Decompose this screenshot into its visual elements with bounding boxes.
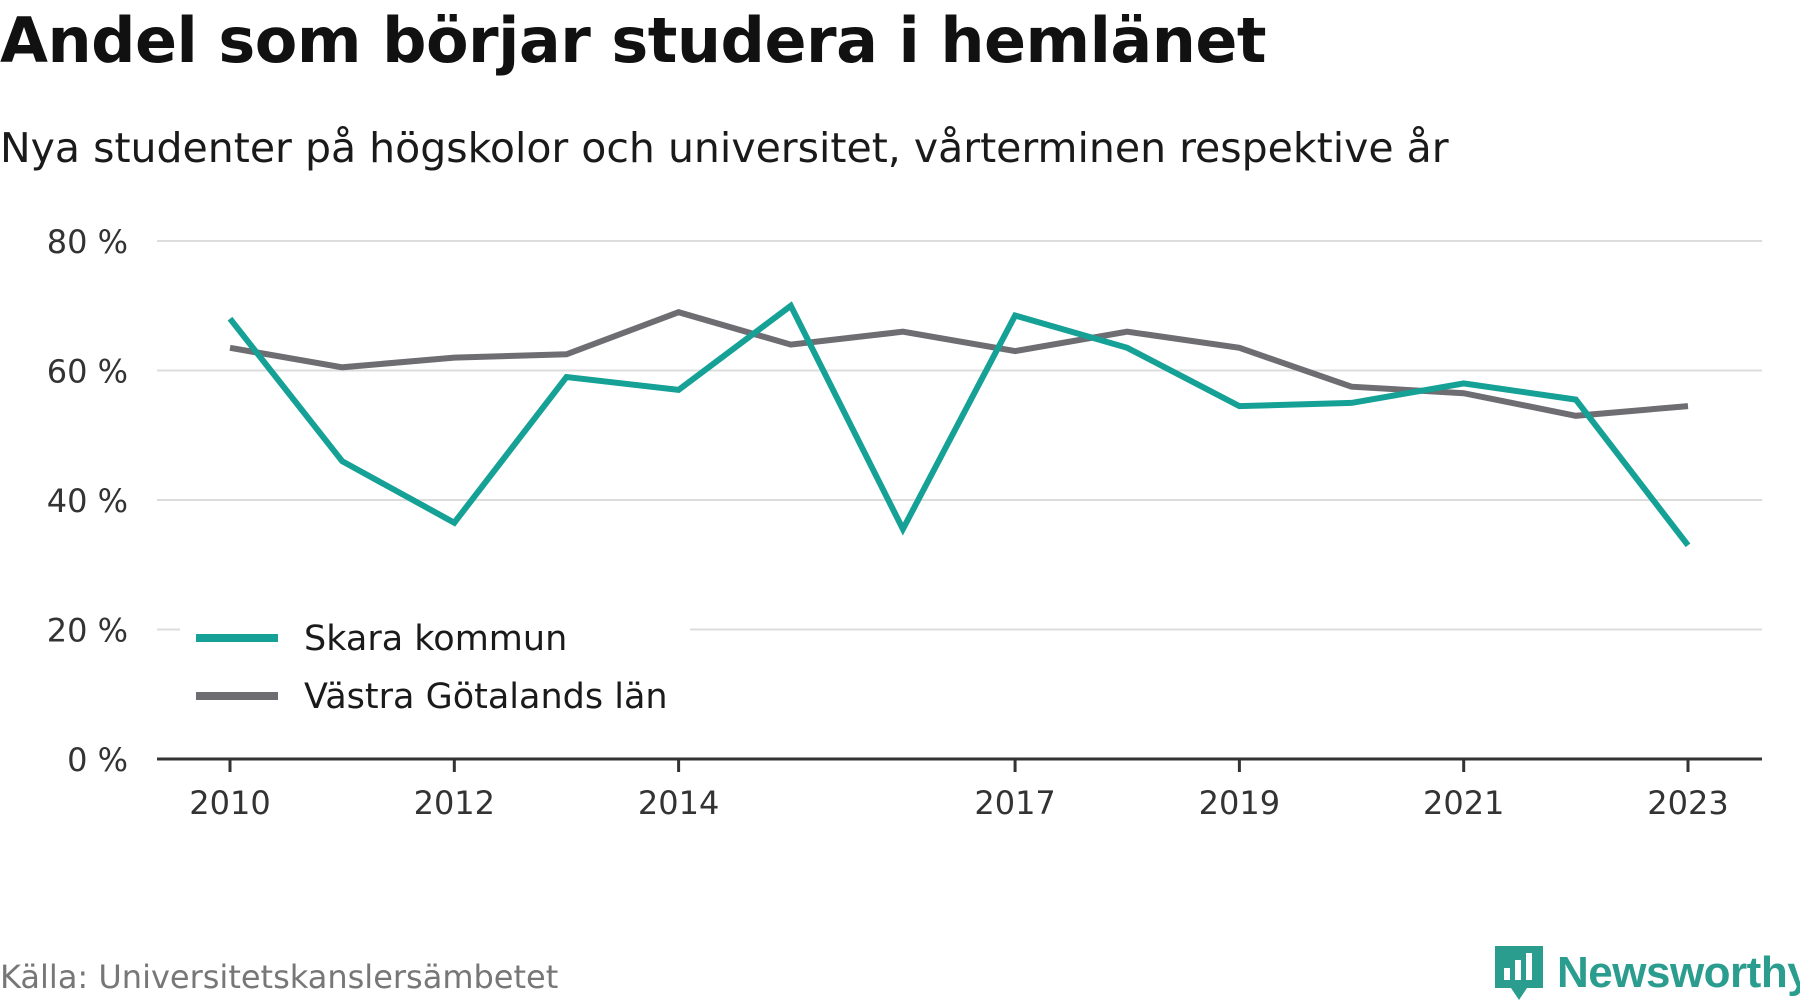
series-lines bbox=[227, 301, 1691, 548]
gridlines bbox=[157, 240, 1762, 631]
legend-label: Skara kommun bbox=[304, 619, 567, 659]
line-chart: 0 % 20 % 40 % 60 % 80 % 2010 2012 2014 2017 2019… bbox=[47, 223, 1762, 822]
x-tick-label: 2019 bbox=[1199, 784, 1280, 822]
y-tick-label: 0 % bbox=[67, 741, 128, 779]
x-tick-label: 2014 bbox=[638, 784, 719, 822]
chart-subtitle: Nya studenter på högskolor och universit… bbox=[0, 124, 1449, 172]
y-tick-label: 40 % bbox=[47, 482, 128, 520]
y-tick-label: 60 % bbox=[47, 353, 128, 391]
newsworthy-logo-icon bbox=[1495, 946, 1543, 1000]
x-tick-label: 2023 bbox=[1647, 784, 1728, 822]
legend: Skara kommun Västra Götalands län bbox=[180, 598, 690, 717]
brand-logo[interactable]: Newsworthy bbox=[1493, 944, 1800, 1002]
x-tick-label: 2010 bbox=[189, 784, 270, 822]
series-line-v-stra-g-talands-l-n bbox=[229, 309, 1689, 419]
legend-label: Västra Götalands län bbox=[304, 677, 668, 717]
x-tick-label: 2021 bbox=[1423, 784, 1504, 822]
brand-name: Newsworthy bbox=[1557, 948, 1800, 997]
y-axis-ticks: 0 % 20 % 40 % 60 % 80 % bbox=[47, 223, 128, 779]
x-tick-label: 2012 bbox=[414, 784, 495, 822]
y-tick-label: 20 % bbox=[47, 612, 128, 650]
source-note: Källa: Universitetskanslersämbetet bbox=[0, 958, 559, 996]
y-tick-label: 80 % bbox=[47, 223, 128, 261]
x-axis: 2010 2012 2014 2017 2019 2021 2023 bbox=[157, 757, 1762, 822]
x-tick-label: 2017 bbox=[974, 784, 1055, 822]
chart-title: Andel som börjar studera i hemlänet bbox=[0, 4, 1267, 77]
series-line-skara-kommun bbox=[227, 301, 1691, 548]
